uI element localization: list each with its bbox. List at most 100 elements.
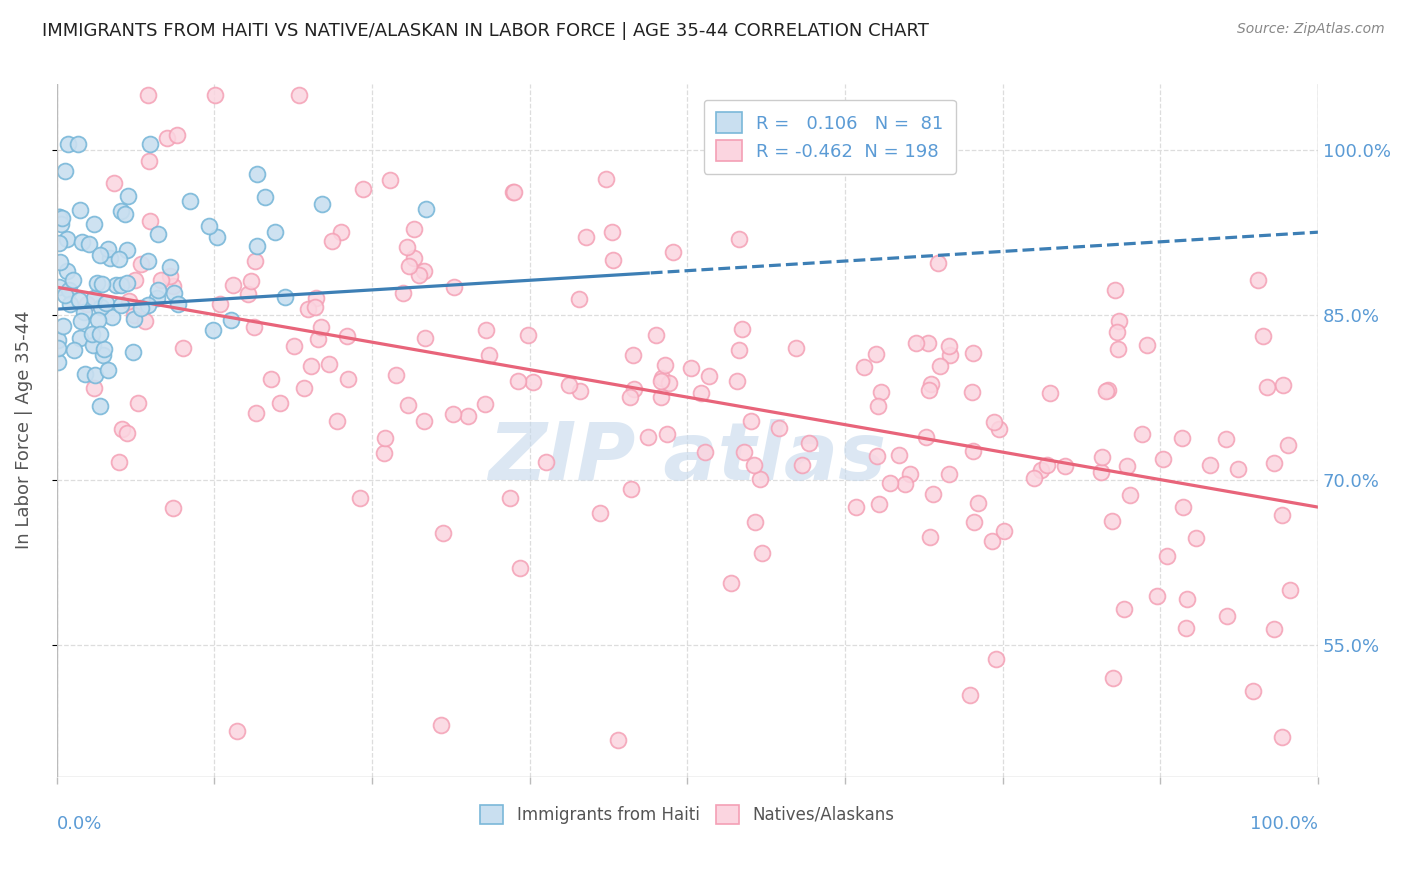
- Point: [1102, 671, 1125, 685]
- Point: [51, 211, 73, 225]
- Point: [226, 724, 249, 739]
- Point: [349, 491, 371, 505]
- Point: [922, 487, 945, 501]
- Point: [104, 278, 127, 293]
- Point: [595, 172, 617, 186]
- Point: [72, 235, 94, 249]
- Point: [475, 323, 498, 337]
- Point: [1105, 326, 1128, 340]
- Point: [90, 300, 112, 314]
- Point: [263, 225, 285, 239]
- Point: [959, 689, 981, 703]
- Point: [58, 137, 80, 152]
- Point: [744, 516, 766, 530]
- Point: [83, 368, 105, 383]
- Point: [77, 236, 100, 251]
- Point: [159, 268, 181, 283]
- Point: [304, 300, 326, 314]
- Point: [124, 273, 146, 287]
- Point: [156, 131, 179, 145]
- Point: [600, 225, 623, 239]
- Point: [987, 422, 1010, 436]
- Point: [938, 338, 960, 352]
- Point: [138, 153, 160, 168]
- Point: [1263, 456, 1285, 470]
- Point: [742, 458, 765, 472]
- Point: [1247, 273, 1270, 287]
- Point: [1251, 328, 1274, 343]
- Point: [136, 298, 159, 312]
- Point: [637, 430, 659, 444]
- Point: [89, 248, 111, 262]
- Point: [697, 368, 720, 383]
- Point: [49, 254, 72, 268]
- Point: [1108, 314, 1130, 328]
- Point: [55, 264, 77, 278]
- Point: [575, 230, 598, 244]
- Point: [139, 214, 162, 228]
- Point: [620, 482, 643, 496]
- Point: [569, 384, 592, 398]
- Point: [799, 435, 821, 450]
- Point: [1146, 589, 1168, 603]
- Point: [413, 331, 436, 345]
- Point: [866, 399, 889, 413]
- Point: [321, 235, 343, 249]
- Point: [645, 328, 668, 343]
- Point: [917, 336, 939, 351]
- Text: Source: ZipAtlas.com: Source: ZipAtlas.com: [1237, 22, 1385, 37]
- Point: [396, 399, 419, 413]
- Point: [325, 413, 347, 427]
- Point: [292, 381, 315, 395]
- Point: [1101, 515, 1123, 529]
- Point: [243, 253, 266, 268]
- Point: [727, 232, 749, 246]
- Point: [114, 207, 136, 221]
- Point: [662, 244, 685, 259]
- Point: [53, 288, 76, 302]
- Point: [1053, 459, 1076, 474]
- Point: [1107, 342, 1129, 356]
- Point: [59, 297, 82, 311]
- Point: [962, 444, 984, 458]
- Point: [1271, 378, 1294, 392]
- Point: [502, 185, 524, 199]
- Point: [509, 561, 531, 575]
- Point: [49, 217, 72, 231]
- Point: [785, 342, 807, 356]
- Point: [693, 445, 716, 459]
- Point: [1263, 622, 1285, 636]
- Point: [443, 280, 465, 294]
- Point: [260, 372, 283, 386]
- Point: [378, 172, 401, 186]
- Point: [751, 546, 773, 560]
- Point: [115, 244, 138, 258]
- Point: [690, 386, 713, 401]
- Point: [46, 333, 69, 347]
- Point: [522, 375, 544, 389]
- Point: [623, 383, 645, 397]
- Point: [1171, 500, 1194, 514]
- Point: [1136, 338, 1159, 352]
- Point: [404, 222, 426, 236]
- Point: [516, 327, 538, 342]
- Point: [205, 230, 228, 244]
- Point: [1241, 684, 1264, 698]
- Point: [179, 194, 201, 208]
- Point: [983, 416, 1005, 430]
- Point: [868, 497, 890, 511]
- Point: [879, 475, 901, 490]
- Point: [238, 287, 260, 301]
- Point: [568, 292, 591, 306]
- Point: [853, 359, 876, 374]
- Point: [122, 312, 145, 326]
- Point: [498, 491, 520, 505]
- Point: [94, 296, 117, 310]
- Point: [269, 396, 291, 410]
- Point: [1104, 283, 1126, 297]
- Point: [790, 458, 813, 472]
- Point: [768, 421, 790, 435]
- Point: [650, 390, 672, 404]
- Point: [918, 383, 941, 397]
- Point: [329, 225, 352, 239]
